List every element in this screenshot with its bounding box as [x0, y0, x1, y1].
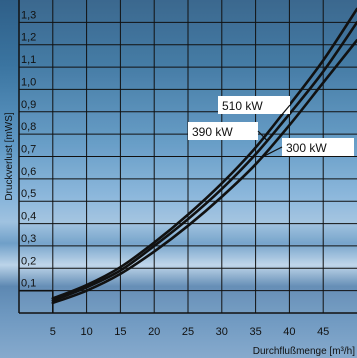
y-tick-label: 1,3 [21, 9, 36, 21]
y-tick-label: 0,7 [21, 144, 36, 156]
y-axis-label: Druckverlust [mWS] [4, 112, 15, 201]
x-tick-label: 5 [50, 326, 56, 338]
series-annotation: 510 kW [222, 99, 263, 113]
series-line-300-kw [51, 38, 357, 305]
x-tick-label: 45 [317, 326, 329, 338]
annotation-box [282, 138, 354, 156]
series-line-390-kw [51, 21, 357, 303]
annotation-leader [257, 130, 268, 141]
y-tick-label: 1,1 [21, 54, 36, 66]
x-tick-label: 35 [249, 326, 261, 338]
y-tick-label: 1,0 [21, 76, 36, 88]
y-tick-label: 0,9 [21, 99, 36, 111]
annotation-layer: 510 kW 390 kW 300 kW [188, 96, 354, 158]
x-tick-label: 30 [216, 326, 228, 338]
y-tick-label: 0,4 [21, 211, 36, 223]
series-layer [19, 7, 357, 313]
y-tick-label: 0,6 [21, 166, 36, 178]
y-tick-label: 0,2 [21, 255, 36, 267]
annotation-box [218, 96, 290, 114]
x-tick-label: 10 [80, 326, 92, 338]
grid-lines [18, 0, 357, 314]
y-tick-label: 0,5 [21, 188, 36, 200]
x-axis-label: Durchflußmenge [m³/h] [253, 346, 355, 357]
series-annotation: 300 kW [286, 141, 327, 155]
y-tick-label: 0,8 [21, 121, 36, 133]
tick-label-layer: 5 10 15 20 25 30 35 40 45 0,1 0,2 0,3 0,4 0,5 0,6 0,7 0,… [21, 9, 329, 338]
y-tick-label: 0,3 [21, 233, 36, 245]
x-tick-label: 20 [148, 326, 160, 338]
x-tick-label: 15 [114, 326, 126, 338]
annotation-box [188, 122, 258, 140]
y-tick-label: 0,1 [21, 278, 36, 290]
x-tick-label: 40 [283, 326, 295, 338]
x-tick-label: 25 [182, 326, 194, 338]
series-annotation: 390 kW [192, 125, 233, 139]
y-tick-label: 1,2 [21, 32, 36, 44]
series-line-510-kw [51, 7, 357, 300]
annotation-leader [278, 104, 291, 119]
annotation-leader [261, 146, 283, 158]
